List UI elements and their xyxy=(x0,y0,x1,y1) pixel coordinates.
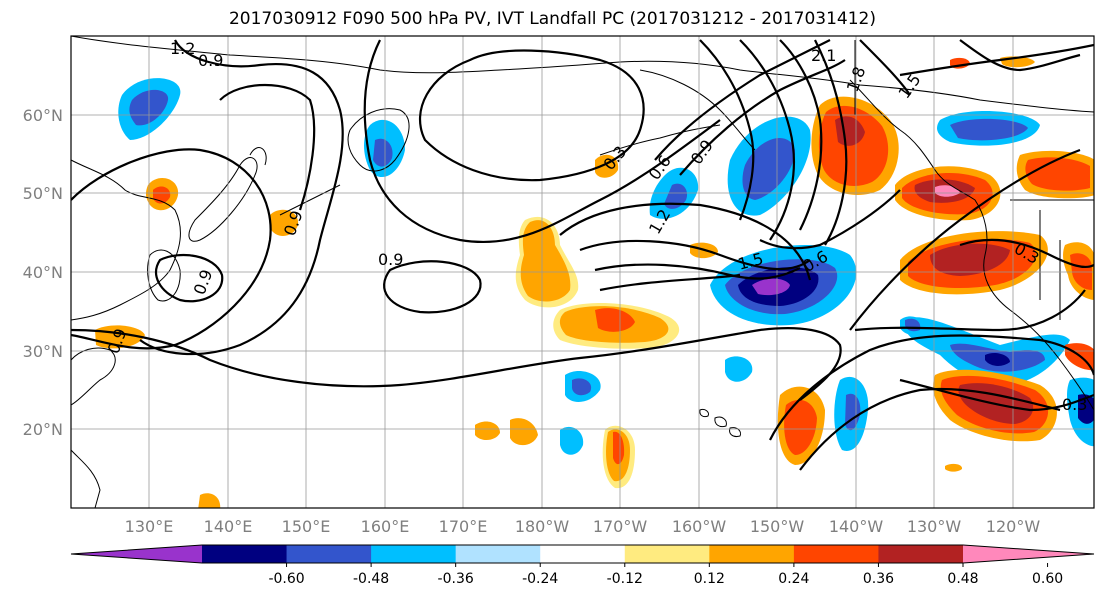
lon-label: 160°W xyxy=(672,517,727,536)
lon-label: 150°E xyxy=(282,517,331,536)
latitude-labels: 60°N 50°N 40°N 30°N 20°N xyxy=(23,106,63,439)
contour-label: 1.2 xyxy=(170,39,195,58)
lon-label: 180°W xyxy=(515,517,570,536)
graticule xyxy=(71,36,1094,508)
colorbar-segment xyxy=(371,545,457,563)
colorbar-segment xyxy=(709,545,795,563)
lon-label: 150°W xyxy=(750,517,805,536)
colorbar-segment xyxy=(793,545,879,563)
colorbar-segment xyxy=(540,545,626,563)
colorbar-segment xyxy=(286,545,372,563)
colorbar-tick-label: -0.60 xyxy=(268,571,304,587)
colorbar-segment xyxy=(455,545,541,563)
lat-label: 30°N xyxy=(23,342,63,361)
colorbar-segment xyxy=(878,545,964,563)
contour-label: 0.9 xyxy=(198,51,223,70)
colorbar-tick-label: 0.24 xyxy=(778,571,809,587)
colorbar-outline xyxy=(70,544,1095,564)
colorbar-ticks: -0.60 -0.48 -0.36 -0.24 -0.12 0.12 0.24 0.36 0.4… xyxy=(268,563,1063,587)
contour-label: 2.1 xyxy=(811,46,836,65)
map-title: 2017030912 F090 500 hPa PV, IVT Landfall… xyxy=(228,9,876,29)
colorbar-tick-label: -0.12 xyxy=(607,571,643,587)
lon-label: 170°W xyxy=(593,517,648,536)
lat-label: 40°N xyxy=(23,263,63,282)
colorbar-extension-low xyxy=(71,545,202,563)
colorbar xyxy=(70,544,1095,564)
contour-label: 0.9 xyxy=(378,250,403,269)
colorbar-tick-label: -0.48 xyxy=(353,571,389,587)
colorbar-segment xyxy=(624,545,710,563)
colorbar-tick-label: 0.12 xyxy=(694,571,725,587)
colorbar-tick-label: 0.36 xyxy=(863,571,894,587)
lat-label: 20°N xyxy=(23,420,63,439)
colorbar-segment xyxy=(202,545,288,563)
colorbar-tick-label: 0.60 xyxy=(1032,571,1063,587)
lon-label: 170°E xyxy=(439,517,488,536)
lon-label: 130°W xyxy=(907,517,962,536)
lon-label: 160°E xyxy=(361,517,410,536)
map-area: 1.2 0.9 2.1 1.8 1.5 0.3 0.6 0.9 1.2 0.9 … xyxy=(71,36,1094,508)
lon-label: 120°W xyxy=(986,517,1041,536)
contour-label: 0.3 xyxy=(1062,395,1087,414)
pv-anomaly-shading xyxy=(95,56,1094,508)
colorbar-extension-high xyxy=(963,545,1094,563)
colorbar-tick-label: 0.48 xyxy=(947,571,978,587)
colorbar-tick-label: -0.24 xyxy=(522,571,558,587)
map-frame xyxy=(70,35,1095,509)
lon-label: 140°E xyxy=(204,517,253,536)
colorbar-tick-label: -0.36 xyxy=(438,571,474,587)
lat-label: 60°N xyxy=(23,106,63,125)
lon-label: 130°E xyxy=(125,517,174,536)
lon-label: 140°W xyxy=(829,517,884,536)
ivt-contours xyxy=(71,39,1094,471)
longitude-labels: 130°E 140°E 150°E 160°E 170°E 180°W 170°… xyxy=(125,517,1041,536)
lat-label: 50°N xyxy=(23,184,63,203)
